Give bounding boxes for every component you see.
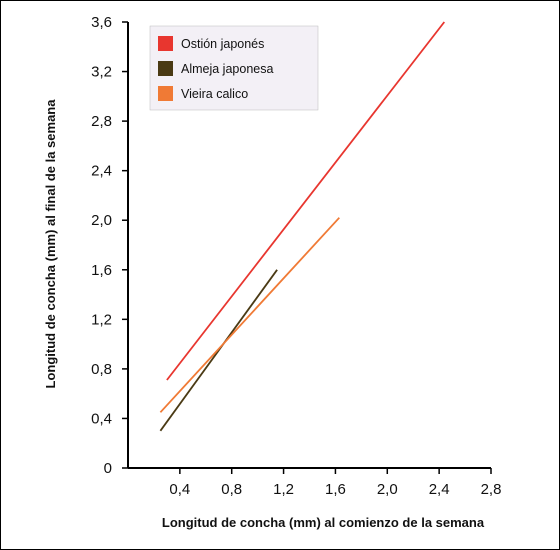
x-tick-label: 0,8 [221, 481, 242, 498]
y-tick-label: 1,6 [91, 262, 112, 279]
y-tick-label: 0 [104, 460, 112, 477]
legend-label: Almeja japonesa [181, 62, 273, 76]
y-tick-label: 1,2 [91, 311, 112, 328]
y-tick-label: 2,8 [91, 113, 112, 130]
y-tick-label: 0,4 [91, 410, 112, 427]
axes: 0 0,4 0,8 1,2 1,6 2,0 2,4 2,8 3,2 3,6 0,4 0,8 1,2 1,6… [91, 14, 501, 498]
x-tick-label: 1,6 [325, 481, 346, 498]
y-axis-title: Longitud de concha (mm) al final de la s… [43, 99, 58, 389]
x-tick-label: 2,0 [377, 481, 398, 498]
y-tick-label: 3,6 [91, 14, 112, 31]
legend: Ostión japonés Almeja japonesa Vieira cali… [149, 25, 319, 111]
legend-swatch [158, 86, 173, 101]
legend-label: Ostión japonés [181, 37, 264, 51]
series-line-1 [166, 21, 446, 381]
x-tick-label: 1,2 [273, 481, 294, 498]
legend-swatch [158, 61, 173, 76]
x-axis-title: Longitud de concha (mm) al comienzo de l… [162, 515, 485, 530]
y-tick-label: 0,8 [91, 361, 112, 378]
series-lines [159, 21, 446, 432]
series-line-2 [159, 269, 278, 432]
legend-label: Vieira calico [181, 87, 248, 101]
y-tick-label: 2,4 [91, 163, 112, 180]
x-tick-label: 2,4 [429, 481, 450, 498]
x-tick-label: 0,4 [169, 481, 190, 498]
legend-box [149, 25, 319, 111]
y-tick-label: 2,0 [91, 212, 112, 229]
y-tick-label: 3,2 [91, 64, 112, 81]
x-tick-label: 2,8 [481, 481, 502, 498]
legend-swatch [158, 36, 173, 51]
series-line-3 [159, 217, 340, 413]
